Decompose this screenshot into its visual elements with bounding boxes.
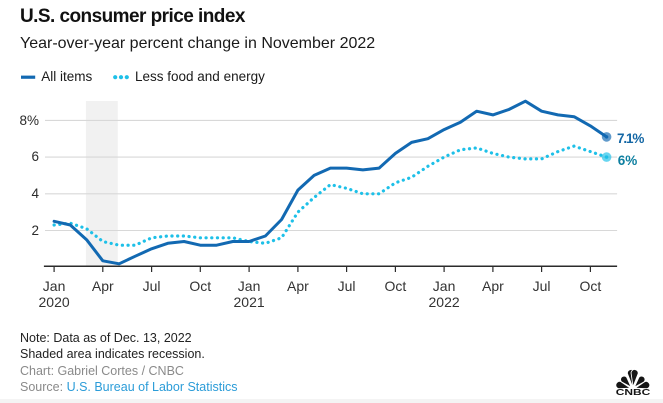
- svg-text:CNBC: CNBC: [616, 387, 651, 396]
